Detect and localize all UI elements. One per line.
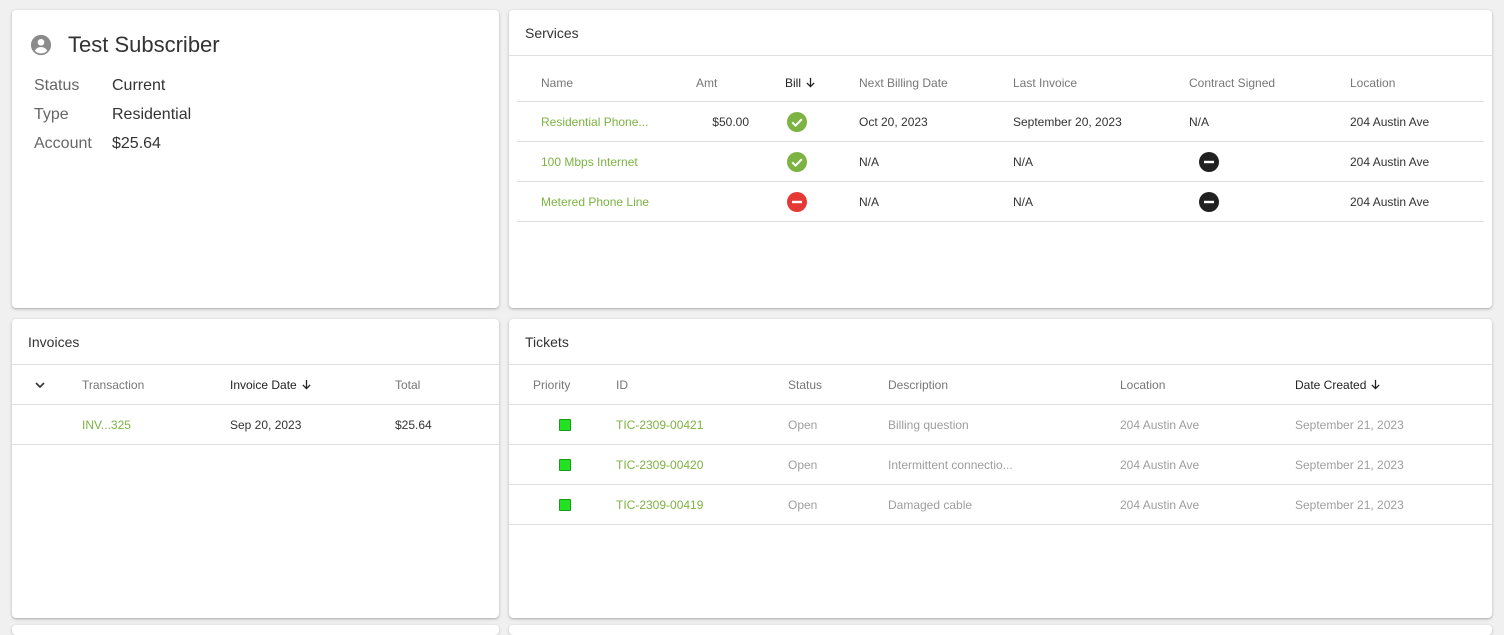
type-label: Type bbox=[34, 105, 69, 123]
invoices-title: Invoices bbox=[12, 319, 499, 365]
tickets-header-row: Priority ID Status Description Location … bbox=[509, 365, 1492, 405]
invoice-transaction-link[interactable]: INV...325 bbox=[82, 417, 131, 432]
subscriber-type-row: Type Residential bbox=[12, 100, 499, 129]
invoice-date: Sep 20, 2023 bbox=[230, 417, 302, 432]
next-card-edge bbox=[12, 625, 499, 635]
ticket-id-link[interactable]: TIC-2309-00420 bbox=[616, 457, 704, 472]
ticket-status: Open bbox=[788, 497, 818, 512]
col-date-created-label: Date Created bbox=[1295, 377, 1367, 392]
tickets-card: Tickets Priority ID Status Description L… bbox=[509, 319, 1492, 618]
service-location: 204 Austin Ave bbox=[1350, 154, 1430, 169]
ticket-description: Billing question bbox=[888, 417, 969, 432]
arrow-down-icon bbox=[302, 379, 311, 390]
table-row[interactable]: TIC-2309-00420 Open Intermittent connect… bbox=[509, 445, 1492, 485]
ticket-location: 204 Austin Ave bbox=[1120, 497, 1200, 512]
next-card-edge bbox=[509, 625, 1492, 635]
table-row[interactable]: 100 Mbps Internet N/A N/A 204 Austin Ave bbox=[517, 142, 1484, 182]
subscriber-card: Test Subscriber Status Current Type Resi… bbox=[12, 10, 499, 308]
subscriber-header: Test Subscriber bbox=[12, 10, 499, 66]
col-total-header[interactable]: Total bbox=[395, 377, 421, 392]
invoice-total: $25.64 bbox=[395, 417, 432, 432]
ticket-location: 204 Austin Ave bbox=[1120, 417, 1200, 432]
services-table: Name Amt Bill Next Billing Date Last Inv… bbox=[517, 64, 1484, 222]
priority-indicator-icon bbox=[559, 498, 571, 511]
ticket-date-created: September 21, 2023 bbox=[1295, 497, 1404, 512]
col-transaction-header[interactable]: Transaction bbox=[82, 377, 145, 392]
service-amount: $50.00 bbox=[712, 114, 749, 129]
last-invoice-date: N/A bbox=[1013, 154, 1034, 169]
table-row[interactable]: TIC-2309-00419 Open Damaged cable 204 Au… bbox=[509, 485, 1492, 525]
ticket-location: 204 Austin Ave bbox=[1120, 457, 1200, 472]
table-row[interactable]: INV...325 Sep 20, 2023 $25.64 bbox=[12, 405, 499, 445]
col-status-header[interactable]: Status bbox=[788, 377, 823, 392]
col-description-header[interactable]: Description bbox=[888, 377, 949, 392]
table-row[interactable]: Metered Phone Line N/A N/A 204 Austin Av… bbox=[517, 182, 1484, 222]
col-bill-header[interactable]: Bill bbox=[785, 64, 816, 101]
col-last-invoice-header[interactable]: Last Invoice bbox=[1013, 75, 1078, 90]
col-date-created-header[interactable]: Date Created bbox=[1295, 365, 1381, 404]
arrow-down-icon bbox=[806, 77, 815, 88]
service-location: 204 Austin Ave bbox=[1350, 194, 1430, 209]
col-bill-label: Bill bbox=[785, 75, 802, 90]
last-invoice-date: N/A bbox=[1013, 194, 1034, 209]
check-circle-icon bbox=[787, 151, 807, 172]
check-circle-icon bbox=[787, 111, 807, 132]
services-title: Services bbox=[509, 10, 1492, 56]
next-billing-date: Oct 20, 2023 bbox=[859, 114, 928, 129]
type-value: Residential bbox=[112, 105, 192, 123]
ticket-id-link[interactable]: TIC-2309-00419 bbox=[616, 497, 704, 512]
next-billing-date: N/A bbox=[859, 154, 880, 169]
next-billing-date: N/A bbox=[859, 194, 880, 209]
invoices-card: Invoices Transaction Invoice Date Total … bbox=[12, 319, 499, 618]
chevron-down-icon bbox=[35, 381, 45, 388]
status-value: Current bbox=[112, 76, 166, 94]
last-invoice-date: September 20, 2023 bbox=[1013, 114, 1122, 129]
col-name-header[interactable]: Name bbox=[541, 75, 574, 90]
priority-indicator-icon bbox=[559, 418, 571, 431]
invoices-table: Transaction Invoice Date Total INV...325… bbox=[12, 365, 499, 445]
account-label: Account bbox=[34, 134, 92, 152]
col-next-billing-header[interactable]: Next Billing Date bbox=[859, 75, 948, 90]
expand-all-button[interactable] bbox=[34, 365, 46, 404]
ticket-description: Damaged cable bbox=[888, 497, 973, 512]
service-name-link[interactable]: Metered Phone Line bbox=[541, 194, 650, 209]
ticket-status: Open bbox=[788, 457, 818, 472]
invoices-header-row: Transaction Invoice Date Total bbox=[12, 365, 499, 405]
status-label: Status bbox=[34, 76, 80, 94]
tickets-title: Tickets bbox=[509, 319, 1492, 365]
col-invoice-date-label: Invoice Date bbox=[230, 377, 297, 392]
minus-circle-icon bbox=[1199, 191, 1219, 212]
ticket-status: Open bbox=[788, 417, 818, 432]
service-location: 204 Austin Ave bbox=[1350, 114, 1430, 129]
ticket-id-link[interactable]: TIC-2309-00421 bbox=[616, 417, 704, 432]
service-name-link[interactable]: Residential Phone... bbox=[541, 114, 649, 129]
contract-signed-value: N/A bbox=[1189, 114, 1210, 129]
col-priority-header[interactable]: Priority bbox=[533, 377, 571, 392]
account-circle-icon bbox=[30, 34, 52, 56]
services-header-row: Name Amt Bill Next Billing Date Last Inv… bbox=[517, 64, 1484, 102]
table-row[interactable]: TIC-2309-00421 Open Billing question 204… bbox=[509, 405, 1492, 445]
subscriber-status-row: Status Current bbox=[12, 71, 499, 100]
tickets-table: Priority ID Status Description Location … bbox=[509, 365, 1492, 525]
subscriber-name: Test Subscriber bbox=[68, 32, 220, 57]
col-id-header[interactable]: ID bbox=[616, 377, 628, 392]
minus-circle-icon bbox=[1199, 151, 1219, 172]
ticket-date-created: September 21, 2023 bbox=[1295, 457, 1404, 472]
col-location-header[interactable]: Location bbox=[1120, 377, 1166, 392]
priority-indicator-icon bbox=[559, 458, 571, 471]
ticket-description: Intermittent connectio... bbox=[888, 457, 1013, 472]
col-invoice-date-header[interactable]: Invoice Date bbox=[230, 365, 312, 404]
services-card: Services Name Amt Bill Next Billing Date… bbox=[509, 10, 1492, 308]
table-row[interactable]: Residential Phone... $50.00 Oct 20, 2023… bbox=[517, 102, 1484, 142]
col-contract-header[interactable]: Contract Signed bbox=[1189, 75, 1276, 90]
arrow-down-icon bbox=[1371, 379, 1380, 390]
remove-circle-icon bbox=[787, 191, 807, 212]
col-location-header[interactable]: Location bbox=[1350, 75, 1396, 90]
ticket-date-created: September 21, 2023 bbox=[1295, 417, 1404, 432]
service-name-link[interactable]: 100 Mbps Internet bbox=[541, 154, 638, 169]
col-amt-header[interactable]: Amt bbox=[696, 75, 718, 90]
subscriber-account-row: Account $25.64 bbox=[12, 129, 499, 158]
account-value: $25.64 bbox=[112, 134, 161, 152]
